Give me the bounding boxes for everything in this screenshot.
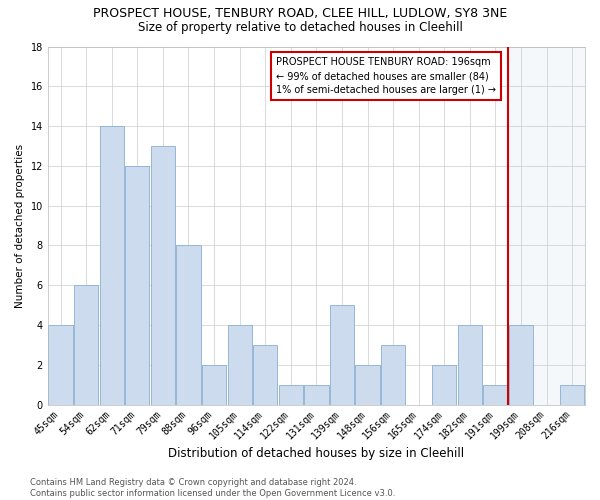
Bar: [151, 146, 175, 405]
Bar: [560, 384, 584, 404]
Bar: [253, 345, 277, 405]
Bar: [432, 365, 457, 405]
Bar: [227, 325, 252, 404]
Bar: [330, 305, 354, 404]
Text: Size of property relative to detached houses in Cleehill: Size of property relative to detached ho…: [137, 21, 463, 34]
X-axis label: Distribution of detached houses by size in Cleehill: Distribution of detached houses by size …: [169, 447, 464, 460]
Bar: [49, 325, 73, 404]
Bar: [355, 365, 380, 405]
Bar: [74, 285, 98, 405]
Bar: [484, 384, 508, 404]
Bar: [458, 325, 482, 404]
Bar: [100, 126, 124, 404]
Bar: [509, 325, 533, 404]
Bar: [202, 365, 226, 405]
Text: Contains HM Land Registry data © Crown copyright and database right 2024.
Contai: Contains HM Land Registry data © Crown c…: [30, 478, 395, 498]
Bar: [176, 246, 200, 404]
Y-axis label: Number of detached properties: Number of detached properties: [15, 144, 25, 308]
Bar: [278, 384, 303, 404]
Text: PROSPECT HOUSE, TENBURY ROAD, CLEE HILL, LUDLOW, SY8 3NE: PROSPECT HOUSE, TENBURY ROAD, CLEE HILL,…: [93, 8, 507, 20]
Bar: [381, 345, 405, 405]
Bar: [304, 384, 329, 404]
Bar: [508, 46, 585, 405]
Bar: [125, 166, 149, 404]
Text: PROSPECT HOUSE TENBURY ROAD: 196sqm
← 99% of detached houses are smaller (84)
1%: PROSPECT HOUSE TENBURY ROAD: 196sqm ← 99…: [276, 57, 496, 95]
